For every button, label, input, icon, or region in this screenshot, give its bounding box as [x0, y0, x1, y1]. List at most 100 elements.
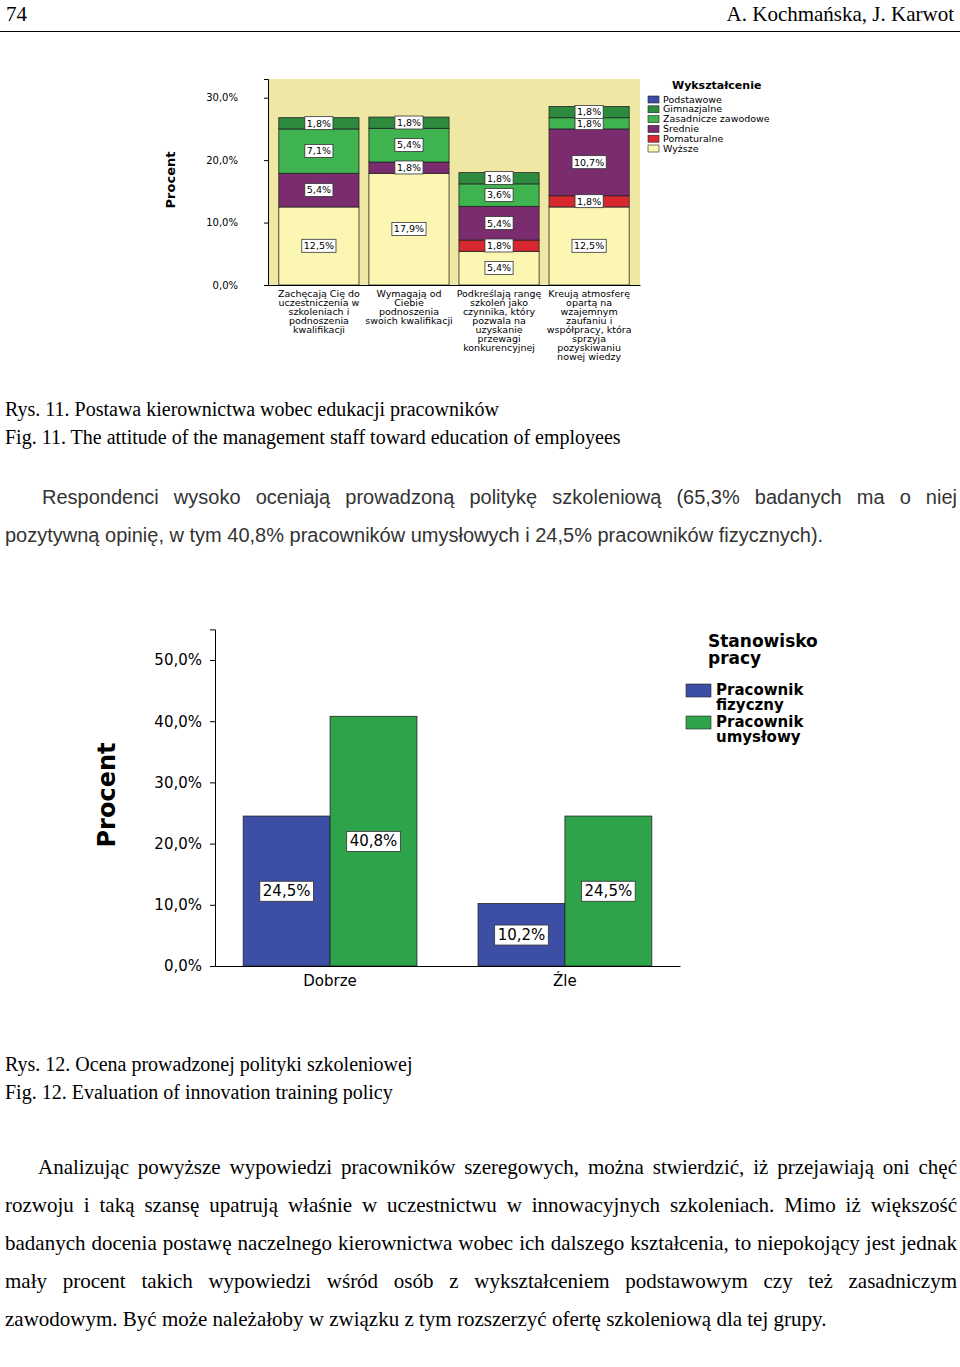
tick: 50,0%	[154, 651, 215, 669]
figure-caption: Fig. 11. The attitude of the management …	[5, 426, 621, 449]
bar-segment	[549, 106, 629, 117]
data-label-group: 3,6%	[485, 188, 513, 201]
tick-label: 0,0%	[213, 280, 238, 291]
data-label: 12,5%	[574, 240, 604, 251]
data-label-box	[305, 183, 333, 196]
bar-segment	[549, 196, 629, 207]
data-label: 40,8%	[350, 832, 398, 850]
x-axis: Dobrze Źle	[216, 966, 681, 990]
legend-swatch	[686, 716, 711, 729]
plot-area	[215, 629, 680, 966]
tick-mark	[210, 721, 215, 722]
data-label-box	[572, 156, 606, 169]
data-label: 24,5%	[585, 882, 633, 900]
data-label: 1,8%	[577, 106, 601, 117]
data-label: 5,4%	[487, 262, 511, 273]
bar-segment	[549, 129, 629, 196]
data-label-box	[395, 138, 423, 151]
tick-label: 40,0%	[154, 713, 202, 731]
bar-segment	[369, 173, 449, 285]
data-label-group: 5,4%	[305, 183, 333, 196]
data-label-box	[485, 217, 513, 230]
tick-mark	[264, 223, 268, 224]
legend-title: Wykształcenie	[672, 79, 761, 92]
tick: 20,0%	[206, 155, 268, 166]
data-label-group: 5,4%	[395, 138, 423, 151]
paragraph: Respondenci wysoko oceniają prowadzoną p…	[5, 478, 957, 554]
tick: 30,0%	[206, 92, 268, 103]
data-label-box	[305, 117, 333, 130]
data-label-group: 5,4%	[485, 217, 513, 230]
legend-swatch	[648, 116, 659, 123]
text-line: swoich kwalifikacji	[365, 315, 452, 326]
axis-line	[210, 630, 216, 967]
tick: 0,0%	[164, 957, 215, 975]
text-line: Wyższe	[663, 143, 699, 154]
data-label: 5,4%	[397, 139, 421, 150]
data-label-group: 10,2%	[495, 925, 549, 945]
legend-swatch	[648, 135, 659, 142]
bar-segment	[549, 118, 629, 129]
tick: Dobrze	[303, 966, 357, 990]
tick-mark	[264, 98, 268, 99]
tick-mark	[210, 660, 215, 661]
text-line: pracy	[708, 648, 761, 668]
data-label-group: 1,8%	[485, 172, 513, 185]
data-label: 3,6%	[487, 189, 511, 200]
bar	[565, 816, 652, 966]
legend-swatch	[648, 96, 659, 103]
x-axis: Zachęcają Cię douczestniczenia wszkoleni…	[269, 285, 641, 362]
bar-segment	[459, 251, 539, 285]
data-label: 1,8%	[577, 196, 601, 207]
tick: 10,0%	[154, 896, 215, 914]
data-label: 1,8%	[577, 118, 601, 129]
tick: 20,0%	[154, 835, 215, 853]
data-label-group: 1,8%	[485, 239, 513, 252]
legend-label: Pracownikumysłowy	[716, 713, 804, 746]
data-label-box	[395, 116, 423, 129]
bar-segment	[459, 173, 539, 184]
axis-line	[269, 285, 641, 286]
data-label-box	[575, 105, 603, 118]
data-label-box	[260, 881, 314, 901]
data-label-box	[485, 172, 513, 185]
data-label-box	[485, 261, 513, 274]
axis-line	[264, 80, 269, 286]
bar-segment	[459, 240, 539, 251]
axis-line	[216, 966, 681, 967]
axis-title: Procent	[93, 743, 121, 848]
data-label-box	[572, 239, 606, 252]
bar-segment	[459, 184, 539, 206]
bar	[330, 716, 417, 966]
data-label-box	[305, 144, 333, 157]
data-label: 5,4%	[307, 184, 331, 195]
bar-segment	[369, 128, 449, 162]
bar-segment	[459, 206, 539, 240]
data-label-group: 1,8%	[575, 105, 603, 118]
data-label-box	[302, 239, 336, 252]
tick-label: Wymagają odCiebiepodnoszeniaswoich kwali…	[365, 288, 452, 326]
tick-mark	[264, 285, 268, 286]
header-rule	[0, 31, 960, 32]
tick: Wymagają odCiebiepodnoszeniaswoich kwali…	[365, 285, 452, 326]
bar-segment	[549, 207, 629, 285]
tick-label: 30,0%	[154, 774, 202, 792]
data-label-group: 12,5%	[302, 239, 336, 252]
data-label-group: 1,8%	[575, 195, 603, 208]
legend-title: Stanowiskopracy	[708, 631, 818, 669]
tick: 10,0%	[206, 217, 268, 228]
text-line: nowej wiedzy	[557, 351, 621, 362]
figure-caption: Rys. 11. Postawa kierownictwa wobec eduk…	[5, 398, 499, 421]
tick-label: Źle	[553, 971, 577, 990]
tick: 40,0%	[154, 713, 215, 731]
text-line: umysłowy	[716, 728, 801, 746]
tick: Źle	[553, 966, 577, 990]
data-label-box	[495, 925, 549, 945]
bar-segment	[279, 207, 359, 285]
data-label-group: 1,8%	[395, 161, 423, 174]
y-axis: 0,0% 10,0% 20,0% 30,0%	[206, 80, 268, 291]
data-label-box	[485, 239, 513, 252]
data-label-group: 10,7%	[572, 156, 606, 169]
bar-segment	[369, 162, 449, 173]
data-label-group: 24,5%	[260, 881, 314, 901]
